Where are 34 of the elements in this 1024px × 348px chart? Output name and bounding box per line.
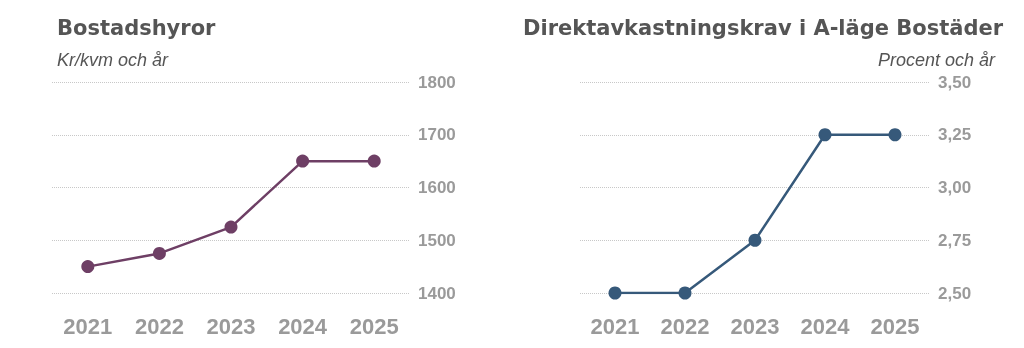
y-tick-label: 2,75 bbox=[938, 230, 972, 250]
point bbox=[818, 128, 832, 142]
y-tick-label: 1400 bbox=[418, 283, 456, 303]
y-tick-label: 1500 bbox=[418, 230, 456, 250]
point bbox=[888, 128, 902, 142]
x-tick-label: 2024 bbox=[278, 313, 328, 339]
chart-subtitle: Kr/kvm och år bbox=[57, 50, 170, 70]
chart-title: Direktavkastningskrav i A-läge Bostäder bbox=[523, 15, 1004, 40]
y-tick-label: 3,25 bbox=[938, 125, 972, 145]
x-tick-label: 2024 bbox=[800, 313, 851, 339]
x-tick-label: 2022 bbox=[134, 313, 184, 339]
x-tick-label: 2021 bbox=[590, 313, 640, 339]
point bbox=[81, 260, 95, 274]
y-tick-label: 1600 bbox=[418, 178, 456, 197]
point bbox=[152, 246, 166, 260]
point bbox=[608, 286, 622, 300]
x-tick-label: 2022 bbox=[660, 313, 710, 339]
chart-subtitle: Procent och år bbox=[877, 50, 997, 70]
point bbox=[296, 154, 310, 168]
y-tick-label: 1800 bbox=[418, 72, 456, 92]
y-tick-label: 3,50 bbox=[938, 72, 972, 92]
x-tick-label: 2025 bbox=[349, 313, 399, 339]
point bbox=[224, 220, 238, 234]
y-tick-label: 2,50 bbox=[938, 283, 972, 303]
y-tick-label: 3,00 bbox=[938, 178, 972, 197]
point bbox=[748, 233, 762, 247]
point bbox=[678, 286, 692, 300]
x-tick-label: 2023 bbox=[206, 313, 256, 339]
x-tick-label: 2023 bbox=[730, 313, 780, 339]
y-tick-label: 1700 bbox=[418, 125, 456, 145]
x-tick-label: 2025 bbox=[870, 313, 920, 339]
point bbox=[367, 154, 381, 168]
chart-title: Bostadshyror bbox=[57, 15, 217, 40]
x-tick-label: 2021 bbox=[63, 313, 113, 339]
